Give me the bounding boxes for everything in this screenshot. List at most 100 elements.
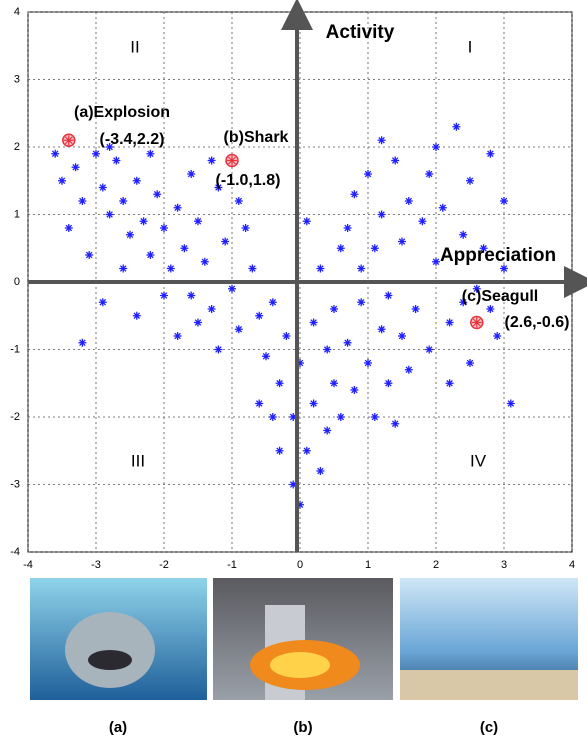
y-tick-label: 4	[14, 6, 20, 18]
y-tick-label: 3	[14, 73, 20, 85]
point-star	[187, 170, 195, 178]
point	[350, 386, 358, 394]
point	[459, 231, 467, 239]
point	[357, 298, 365, 306]
point	[316, 265, 324, 273]
point	[452, 123, 460, 131]
point-star	[262, 352, 270, 360]
point-star	[337, 413, 345, 421]
image-caption: (c)	[480, 719, 498, 736]
highlight-point	[226, 155, 238, 167]
point	[221, 238, 229, 246]
point	[344, 224, 352, 232]
point-star	[323, 346, 331, 354]
point-star	[303, 447, 311, 455]
point	[303, 217, 311, 225]
point-star	[364, 359, 372, 367]
y-tick-label: -4	[10, 546, 20, 558]
point	[214, 346, 222, 354]
point-star	[160, 224, 168, 232]
point-star	[187, 292, 195, 300]
point-star	[58, 177, 66, 185]
point-star	[112, 157, 120, 165]
point-star	[310, 400, 318, 408]
point-star	[384, 292, 392, 300]
point	[208, 305, 216, 313]
point	[486, 150, 494, 158]
point	[493, 332, 501, 340]
point-star	[65, 224, 73, 232]
point	[384, 379, 392, 387]
point	[78, 339, 86, 347]
point-star	[310, 319, 318, 327]
x-tick-label: -4	[23, 559, 33, 571]
point	[194, 319, 202, 327]
point	[310, 319, 318, 327]
point	[323, 427, 331, 435]
point	[371, 244, 379, 252]
point	[228, 285, 236, 293]
highlight-point	[63, 134, 75, 146]
point-star	[452, 123, 460, 131]
point-star	[208, 305, 216, 313]
point-star	[459, 231, 467, 239]
point	[146, 150, 154, 158]
point-star	[167, 265, 175, 273]
annotation: (c)Seagull	[462, 288, 538, 305]
point-star	[350, 190, 358, 198]
point	[201, 258, 209, 266]
point-star	[160, 292, 168, 300]
point	[425, 346, 433, 354]
point-star	[133, 312, 141, 320]
point	[167, 265, 175, 273]
point	[126, 231, 134, 239]
point-star	[486, 305, 494, 313]
point	[330, 379, 338, 387]
point	[208, 157, 216, 165]
point	[51, 150, 59, 158]
point-star	[412, 305, 420, 313]
point	[92, 150, 100, 158]
point	[378, 136, 386, 144]
quadrant-label: III	[131, 451, 145, 470]
y-tick-label: -1	[10, 343, 20, 355]
point-star	[500, 197, 508, 205]
point	[65, 224, 73, 232]
point-star	[214, 346, 222, 354]
point-star	[208, 157, 216, 165]
point	[439, 204, 447, 212]
x-tick-label: 4	[569, 559, 575, 571]
point-star	[446, 379, 454, 387]
y-tick-label: 1	[14, 208, 20, 220]
point-star	[269, 298, 277, 306]
point	[432, 143, 440, 151]
point-star	[466, 177, 474, 185]
point-star	[391, 157, 399, 165]
quadrant-label: I	[468, 37, 473, 56]
point-star	[235, 197, 243, 205]
point-star	[425, 346, 433, 354]
point	[405, 366, 413, 374]
point-star	[371, 244, 379, 252]
point-star	[486, 150, 494, 158]
point-star	[228, 285, 236, 293]
point	[248, 265, 256, 273]
point-star	[146, 251, 154, 259]
point-star	[344, 224, 352, 232]
point-star	[425, 170, 433, 178]
point	[384, 292, 392, 300]
x-axis-label: Appreciation	[440, 245, 556, 266]
point	[119, 265, 127, 273]
point	[337, 244, 345, 252]
point	[391, 157, 399, 165]
point-star	[405, 197, 413, 205]
point-star	[350, 386, 358, 394]
point	[99, 298, 107, 306]
point-star	[235, 325, 243, 333]
point-star	[133, 177, 141, 185]
quadrant-label: IV	[470, 451, 487, 470]
point-star	[248, 265, 256, 273]
point-star	[364, 170, 372, 178]
x-tick-label: 3	[501, 559, 507, 571]
point-star	[153, 190, 161, 198]
